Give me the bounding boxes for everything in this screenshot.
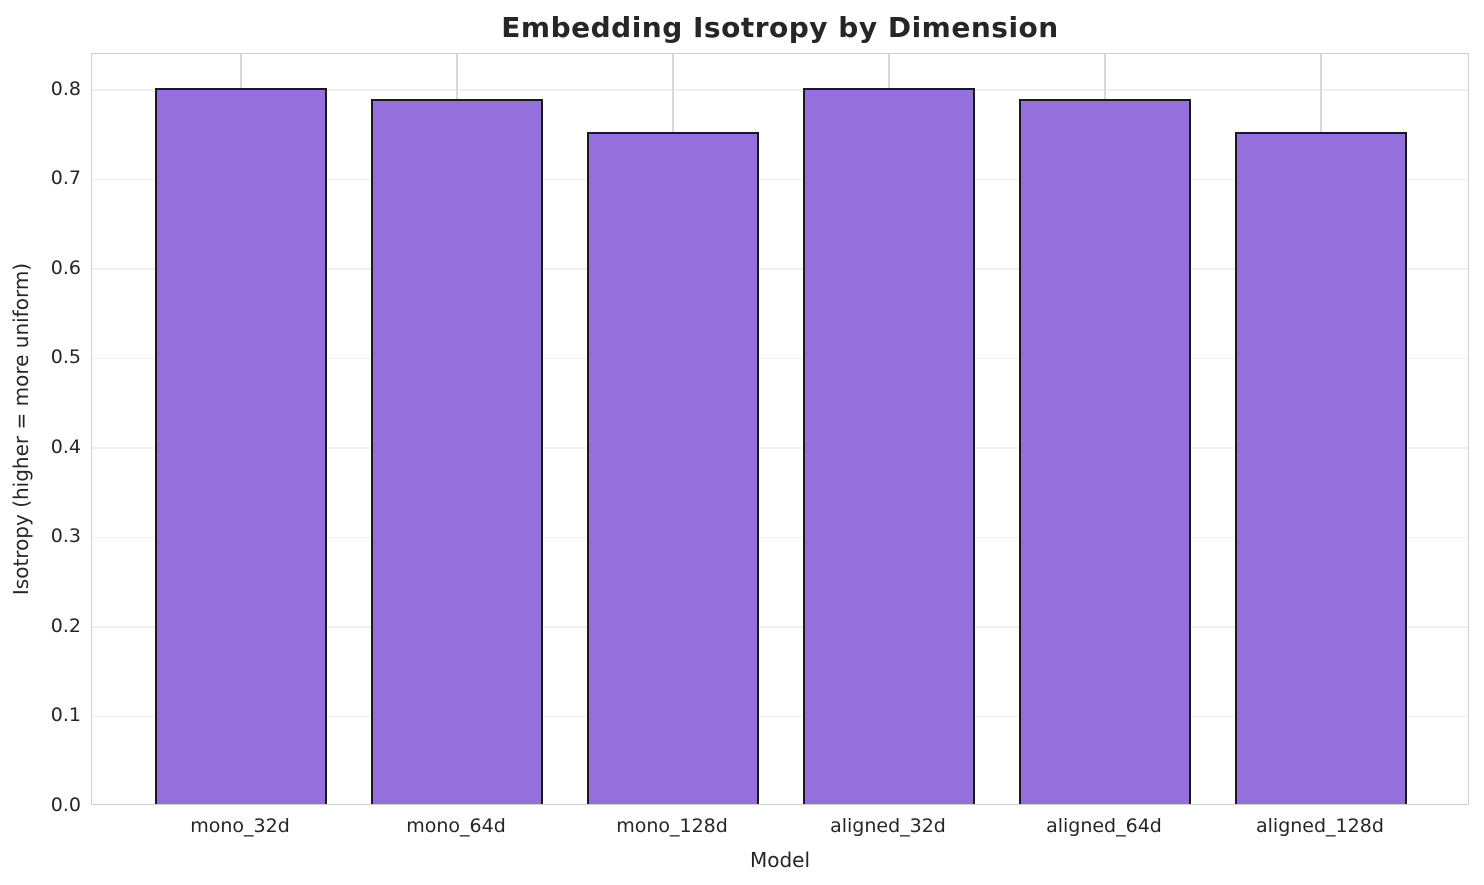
h-gridline — [92, 626, 1468, 628]
y-tick-label: 0.5 — [50, 346, 81, 369]
plot-area — [91, 53, 1469, 805]
h-gridline — [92, 536, 1468, 539]
bar-aligned_64d — [1018, 98, 1192, 804]
y-tick-label: 0.2 — [50, 614, 81, 637]
x-tick-label: aligned_32d — [830, 815, 946, 837]
bar-mono_32d — [154, 87, 328, 804]
bar-mono_128d — [586, 131, 760, 804]
h-gridline — [92, 178, 1468, 181]
x-tick-label: mono_32d — [190, 815, 290, 837]
bar-aligned_128d — [1234, 131, 1408, 804]
bar-mono_64d — [370, 98, 544, 804]
h-gridline — [92, 447, 1468, 449]
y-tick-label: 0.1 — [50, 704, 81, 727]
x-tick-label: mono_128d — [616, 815, 728, 837]
y-tick-label: 0.0 — [50, 794, 81, 816]
y-tick-label: 0.6 — [50, 256, 81, 279]
h-gridline — [92, 268, 1468, 270]
h-gridline — [92, 89, 1468, 91]
chart-title: Embedding Isotropy by Dimension — [501, 11, 1059, 44]
x-tick-label: aligned_128d — [1256, 815, 1384, 837]
y-tick-label: 0.3 — [50, 525, 81, 548]
y-tick-label: 0.4 — [50, 435, 81, 458]
h-gridline — [92, 715, 1468, 718]
x-tick-label: aligned_64d — [1046, 815, 1162, 837]
bar-aligned_32d — [802, 87, 976, 804]
x-tick-label: mono_64d — [406, 815, 506, 837]
h-gridline — [92, 357, 1468, 360]
y-tick-label: 0.8 — [50, 77, 81, 100]
y-tick-label: 0.7 — [50, 167, 81, 190]
x-axis-label: Model — [749, 848, 811, 872]
